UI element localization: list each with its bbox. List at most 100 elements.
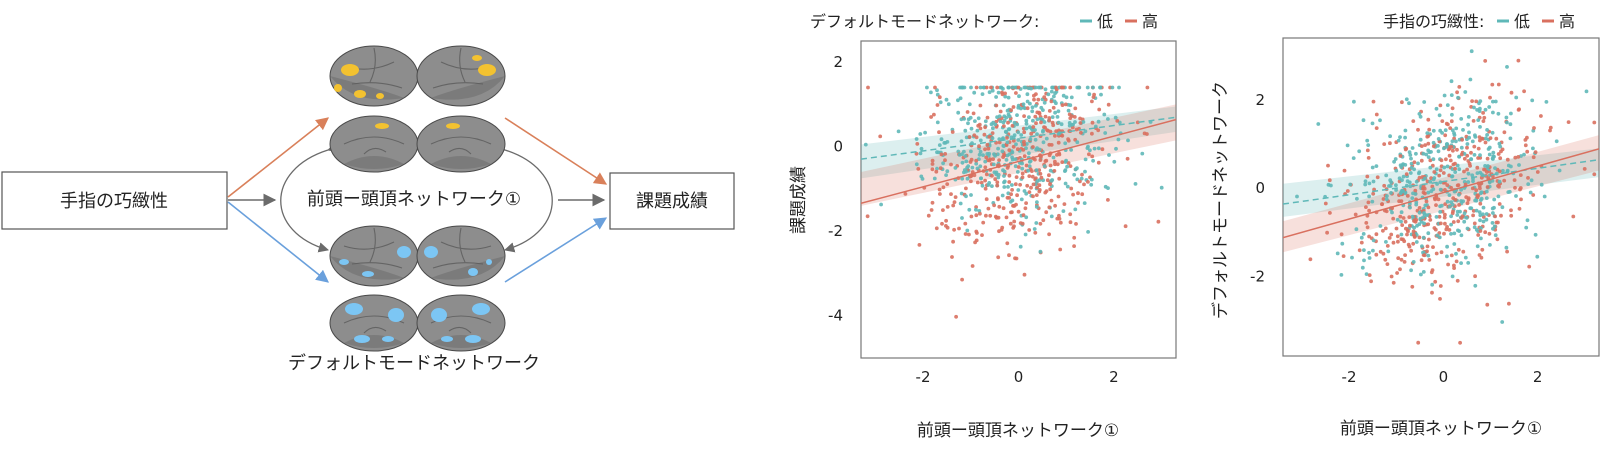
chart-1-point xyxy=(983,119,988,124)
chart-2-point xyxy=(1436,149,1441,154)
chart-2-point xyxy=(1419,158,1424,163)
chart-2-point xyxy=(1485,170,1489,174)
chart-2-point xyxy=(1485,156,1490,161)
chart-1-point xyxy=(1091,85,1095,90)
chart-1-point xyxy=(976,116,981,121)
chart-1-point xyxy=(1053,159,1057,164)
chart-2-point xyxy=(1539,114,1543,118)
chart-2-point xyxy=(1421,235,1426,240)
chart-2-point xyxy=(1494,220,1499,225)
chart-1-point xyxy=(1142,131,1147,136)
chart-1-point xyxy=(1096,160,1101,165)
chart-2-point xyxy=(1428,179,1433,184)
chart-1-point xyxy=(971,111,976,116)
chart-1-point xyxy=(1075,177,1080,182)
chart-1-point xyxy=(1054,101,1058,106)
chart-2-point xyxy=(1445,244,1449,249)
chart-1-point xyxy=(1048,182,1052,187)
chart-2-point xyxy=(1524,225,1529,230)
chart-1-point xyxy=(964,159,969,164)
chart-1-point xyxy=(1082,182,1086,187)
chart-1-point xyxy=(977,144,981,149)
chart-2-point xyxy=(1378,224,1383,228)
chart-2-point xyxy=(1403,135,1407,140)
chart-2-point xyxy=(1500,320,1505,324)
chart-2-point xyxy=(1466,122,1470,127)
chart-1-point xyxy=(929,208,934,212)
chart-2-point xyxy=(1484,189,1489,194)
chart-2-point xyxy=(1360,265,1365,270)
chart-1-point xyxy=(1016,130,1021,135)
chart-2-fit-lines xyxy=(1283,148,1599,239)
chart-2-point xyxy=(1455,183,1460,188)
chart-2-point xyxy=(1418,114,1423,119)
chart-2-point xyxy=(1446,147,1451,152)
arrow-input-to-top-network xyxy=(227,117,330,198)
chart-1-point xyxy=(1044,136,1049,141)
chart-1-point xyxy=(1018,244,1023,249)
chart-2-point xyxy=(1518,186,1523,190)
chart-1-point xyxy=(1006,185,1010,189)
chart-1-point xyxy=(949,162,953,167)
chart-1-point xyxy=(996,172,1001,177)
chart-1-point xyxy=(1006,120,1010,125)
chart-2-point xyxy=(1409,165,1414,170)
chart-2-point xyxy=(1535,170,1540,174)
chart-2-point xyxy=(1434,215,1439,219)
chart-1-point xyxy=(1020,175,1025,180)
chart-1-point xyxy=(1032,93,1036,98)
chart-1-point xyxy=(1005,140,1010,145)
chart-1-point xyxy=(1066,161,1071,165)
chart-2-point xyxy=(1472,153,1477,157)
chart-2-point xyxy=(1471,179,1475,184)
chart-1-point xyxy=(1083,169,1087,174)
chart-2-point xyxy=(1363,179,1368,184)
chart-1-point xyxy=(1032,227,1037,231)
brain-images-top-network xyxy=(329,45,506,173)
chart-2-point xyxy=(1502,178,1507,183)
chart-2-point xyxy=(1427,127,1432,132)
chart-1-point xyxy=(996,196,1000,201)
chart-2-point xyxy=(1449,93,1454,97)
chart-2-point xyxy=(1394,183,1398,188)
chart-2-point xyxy=(1479,226,1483,231)
chart-1-point xyxy=(930,200,935,205)
chart-1-point xyxy=(1010,188,1014,192)
chart-2-point xyxy=(1481,219,1486,224)
chart-1-point xyxy=(992,170,997,175)
chart-1-point xyxy=(1082,201,1087,206)
chart-1-point xyxy=(1071,192,1075,197)
chart-1-point xyxy=(997,229,1001,234)
chart-1-point xyxy=(1007,196,1012,200)
chart-1-point xyxy=(1054,85,1058,90)
chart-2-point xyxy=(1327,178,1332,183)
chart-1-point xyxy=(1113,115,1118,120)
chart-2-point xyxy=(1449,145,1454,149)
chart-2-point xyxy=(1357,149,1362,154)
chart-2-point xyxy=(1417,170,1422,175)
chart-1-point xyxy=(1010,198,1015,203)
chart-2-point xyxy=(1509,111,1513,116)
chart-2-point xyxy=(1474,198,1479,203)
chart-1-point xyxy=(994,95,998,99)
chart-2-point xyxy=(1396,256,1401,260)
chart-1-plot-frame xyxy=(860,40,1177,359)
chart-2-point xyxy=(1406,229,1410,234)
chart-2-legend-label-high: 高 xyxy=(1559,12,1575,31)
chart-2-point xyxy=(1451,148,1455,153)
chart-1-point xyxy=(1014,142,1018,147)
chart-2-point xyxy=(1539,182,1544,187)
chart-2-point xyxy=(1441,171,1446,175)
chart-1-point xyxy=(951,203,956,208)
chart-2-point xyxy=(1484,217,1489,222)
chart-2-point xyxy=(1481,111,1485,115)
chart-2-point xyxy=(1398,135,1402,140)
chart-1-point xyxy=(956,98,960,103)
chart-1-point xyxy=(965,228,970,233)
network-top-label: 前頭ー頭頂ネットワーク① xyxy=(307,189,521,210)
chart-2-point xyxy=(1484,212,1489,216)
chart-2-point xyxy=(1554,139,1559,144)
arrow-left-bidirectional xyxy=(280,142,339,253)
chart-2-point xyxy=(1531,155,1536,160)
